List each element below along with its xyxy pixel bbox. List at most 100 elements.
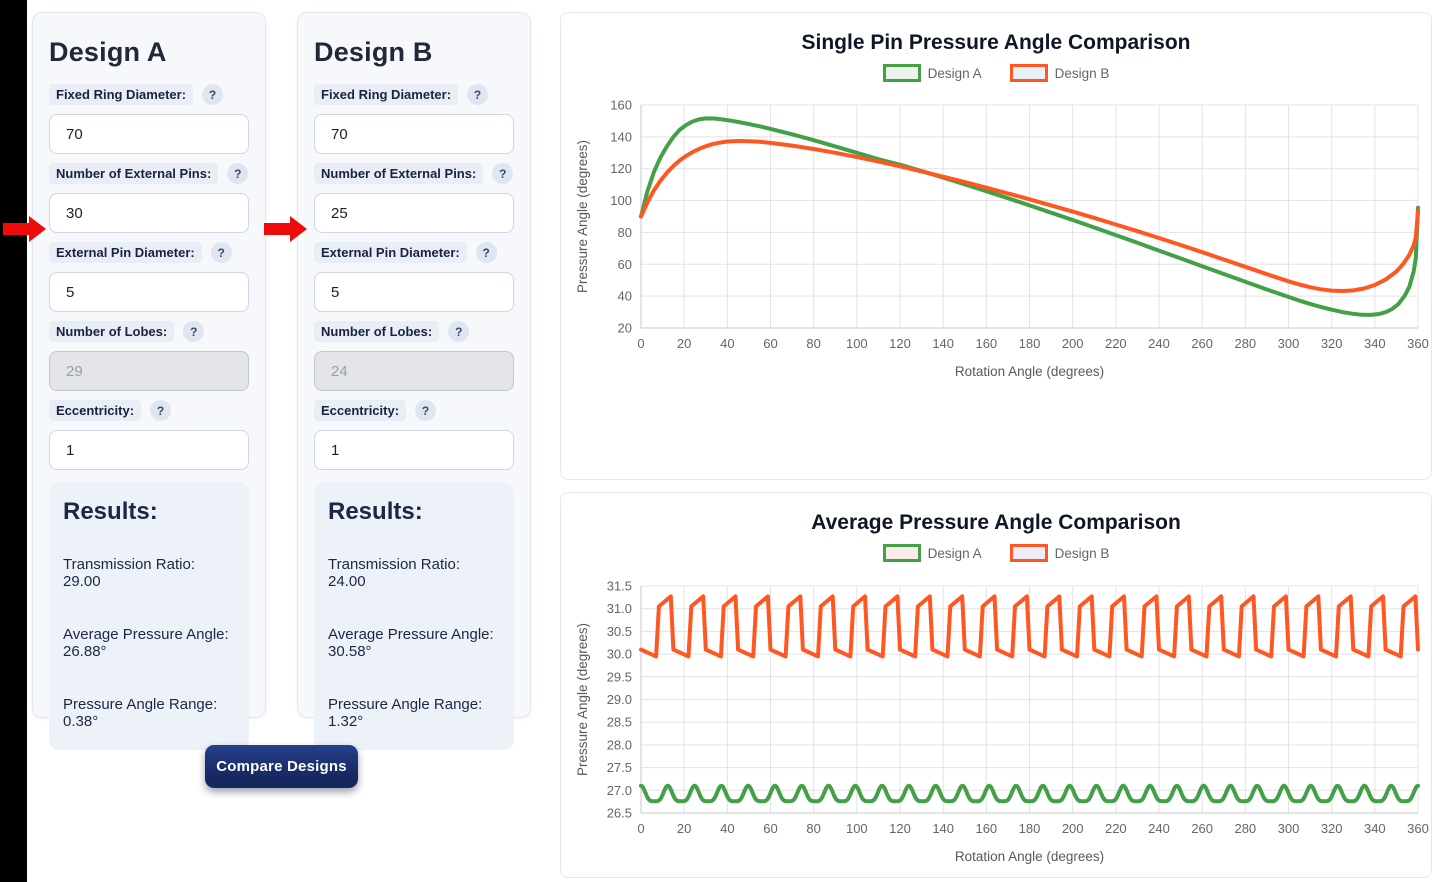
number-of-external-pins-input[interactable] [314,193,514,233]
x-tick-label: 360 [1407,821,1429,836]
y-tick-label: 31.0 [607,601,632,616]
help-icon[interactable]: ? [210,242,232,263]
field-external-pin-diameter: External Pin Diameter: ? [49,242,249,312]
result-line: Transmission Ratio: 29.00 [63,556,195,590]
fields-group: Fixed Ring Diameter: ? Number of Externa… [49,84,249,470]
help-icon[interactable]: ? [467,84,489,105]
series-path-design-a [639,783,1420,804]
field-label: Fixed Ring Diameter: [314,84,459,105]
chart-plot: 0 20 40 60 80 100 120 140 160 180 200 220 240 260 280 3… [575,98,1429,380]
field-label-row: Fixed Ring Diameter: ? [314,84,514,105]
fixed-ring-diameter-input[interactable] [49,114,249,154]
design-a-card: Design A Fixed Ring Diameter: ? Number o… [32,12,266,750]
y-tick-label: 27.5 [607,760,632,775]
x-tick-label: 260 [1191,336,1213,351]
eccentricity-input[interactable] [314,430,514,470]
x-tick-label: 320 [1321,336,1343,351]
x-tick-label: 180 [1019,336,1041,351]
field-number-of-external-pins: Number of External Pins: ? [314,163,514,233]
card-title: Design B [314,37,433,67]
legend-item-design-a[interactable]: Design A [882,64,982,82]
external-pin-diameter-input[interactable] [49,272,249,312]
eccentricity-input[interactable] [49,430,249,470]
field-fixed-ring-diameter: Fixed Ring Diameter: ? [314,84,514,154]
help-icon[interactable]: ? [227,163,249,184]
field-label: Eccentricity: [314,400,407,421]
field-label: Fixed Ring Diameter: [49,84,194,105]
field-label-row: Number of External Pins: ? [49,163,249,184]
fixed-ring-diameter-input[interactable] [314,114,514,154]
x-tick-label: 340 [1364,336,1386,351]
x-tick-label: 300 [1278,336,1300,351]
arrow-shaft [3,223,29,235]
y-tick-label: 60 [618,257,632,272]
number-of-lobes-input [314,351,514,391]
field-label-row: Fixed Ring Diameter: ? [49,84,249,105]
legend-item-design-a[interactable]: Design A [882,544,982,562]
x-tick-label: 20 [677,336,691,351]
external-pin-diameter-input[interactable] [314,272,514,312]
help-icon[interactable]: ? [448,321,470,342]
chart-card-single-pin: Single Pin Pressure Angle Comparison Des… [560,12,1432,480]
design-b-card: Design B Fixed Ring Diameter: ? Number o… [297,12,531,750]
help-icon[interactable]: ? [492,163,514,184]
x-tick-label: 320 [1321,821,1343,836]
legend-item-design-b[interactable]: Design B [1009,544,1109,562]
legend-item-design-b[interactable]: Design B [1009,64,1109,82]
field-label-row: External Pin Diameter: ? [49,242,249,263]
result-line: Average Pressure Angle: 30.58° [328,626,494,660]
x-tick-label: 360 [1407,336,1429,351]
help-icon[interactable]: ? [202,84,224,105]
results-heading: Results: [63,498,158,525]
fields-group: Fixed Ring Diameter: ? Number of Externa… [314,84,514,470]
help-icon[interactable]: ? [415,400,437,421]
y-tick-label: 29.5 [607,669,632,684]
x-tick-label: 160 [975,821,997,836]
results-box: Results: Transmission Ratio: 24.00 Averag… [314,482,514,750]
field-label: Number of External Pins: [314,163,484,184]
chart-plot: 0 20 40 60 80 100 120 140 160 180 200 220 240 260 280 3… [575,579,1429,865]
y-tick-label: 26.5 [607,806,632,821]
arrow-head [29,216,46,242]
x-tick-label: 20 [677,821,691,836]
y-tick-label: 40 [618,289,632,304]
y-tick-label: 28.0 [607,737,632,752]
series-path-design-b [639,139,1420,293]
chart-title: Single Pin Pressure Angle Comparison [801,31,1191,54]
number-of-external-pins-input[interactable] [49,193,249,233]
field-fixed-ring-diameter: Fixed Ring Diameter: ? [49,84,249,154]
y-tick-label: 31.5 [607,579,632,594]
field-label: External Pin Diameter: [314,242,467,263]
red-arrow-icon [3,216,47,242]
x-tick-label: 300 [1278,821,1300,836]
chart-legend: Design A Design B [561,64,1431,82]
legend-swatch [882,64,921,82]
help-icon[interactable]: ? [150,400,172,421]
x-tick-label: 160 [975,336,997,351]
field-number-of-external-pins: Number of External Pins: ? [49,163,249,233]
results-box: Results: Transmission Ratio: 29.00 Averag… [49,482,249,750]
y-axis-title: Pressure Angle (degrees) [575,140,590,293]
chart-legend: Design A Design B [561,544,1431,562]
x-tick-label: 120 [889,821,911,836]
legend-swatch [882,544,921,562]
y-tick-label: 80 [618,225,632,240]
card-title: Design A [49,37,167,67]
help-icon[interactable]: ? [475,242,497,263]
legend-swatch [1009,544,1048,562]
x-tick-label: 60 [763,821,777,836]
help-icon[interactable]: ? [183,321,205,342]
y-tick-label: 120 [610,161,632,176]
legend-label: Design A [927,545,982,561]
field-label-row: Number of Lobes: ? [314,321,514,342]
x-tick-label: 220 [1105,336,1127,351]
field-label: Number of External Pins: [49,163,219,184]
compare-designs-button[interactable]: Compare Designs [205,745,358,788]
x-axis-title: Rotation Angle (degrees) [955,849,1104,864]
legend-label: Design A [927,65,982,81]
series-path-design-a [639,116,1420,317]
arrow-shaft [264,223,290,235]
field-label: Eccentricity: [49,400,142,421]
field-label-row: Number of External Pins: ? [314,163,514,184]
